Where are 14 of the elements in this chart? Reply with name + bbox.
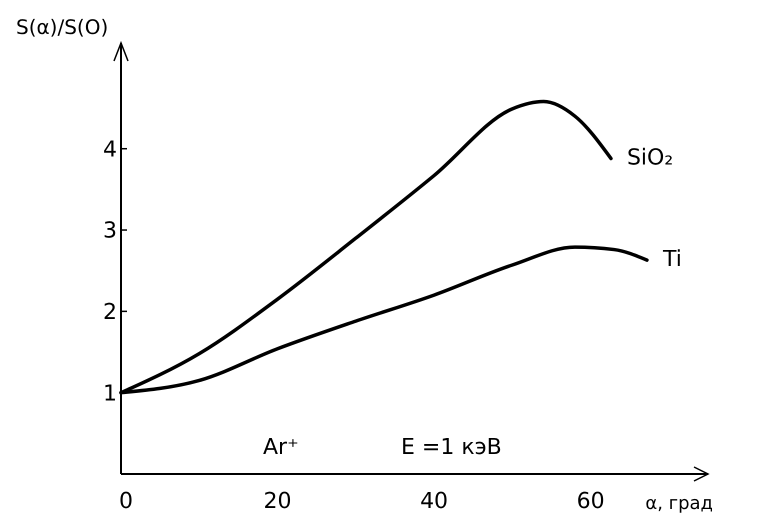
series-label: Ti <box>662 247 682 272</box>
x-axis-title: α, град <box>645 493 713 514</box>
y-tick-label: 2 <box>103 300 117 326</box>
annotation: Ar⁺ <box>263 435 299 460</box>
x-tick-label: 40 <box>420 489 448 514</box>
y-tick-label: 4 <box>103 137 117 162</box>
y-tick-label: 3 <box>103 218 117 244</box>
series-label: SiO₂ <box>626 145 674 170</box>
y-axis-title: S(α)/S(O) <box>16 15 108 39</box>
x-tick-label: 20 <box>264 489 292 514</box>
x-tick-label: 0 <box>119 489 133 514</box>
annotation: E =1 кэВ <box>401 435 502 460</box>
y-tick-label: 1 <box>103 381 117 406</box>
x-tick-label: 60 <box>576 489 605 514</box>
